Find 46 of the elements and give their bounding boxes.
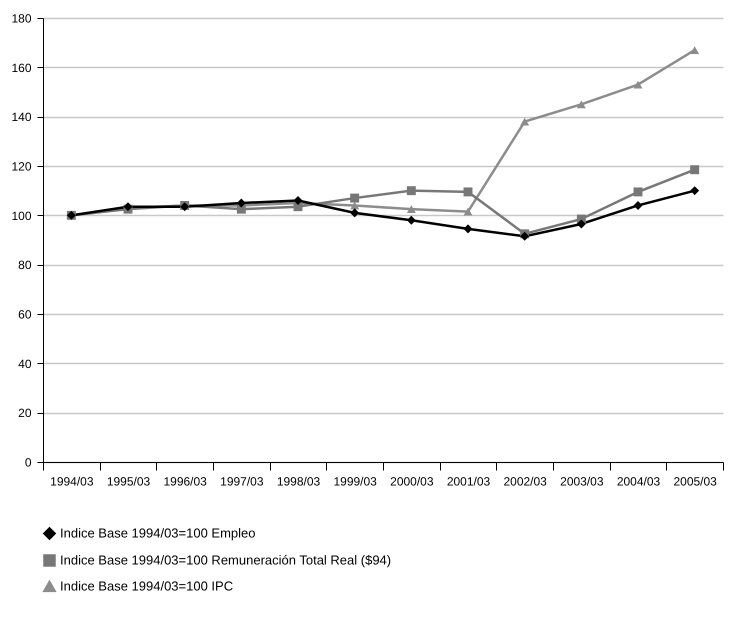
point [350, 194, 360, 203]
point [350, 202, 360, 210]
point [634, 200, 642, 210]
point [634, 80, 642, 88]
point [690, 46, 700, 54]
point [294, 196, 302, 206]
x-tick-label: 1996/03 [163, 474, 208, 488]
point [690, 186, 700, 196]
x-tick-label: 1995/03 [106, 474, 151, 488]
x-tick-label: 2004/03 [616, 474, 661, 488]
legend-label: Indice Base 1994/03=100 Remuneración Total Real ($94) [60, 552, 392, 568]
point [576, 219, 586, 228]
x-tick-label: 2001/03 [446, 474, 491, 488]
y-tick-label: 40 [18, 356, 32, 371]
point [576, 100, 586, 108]
point [520, 118, 530, 126]
x-tick-label: 2000/03 [390, 474, 434, 488]
y-tick-label: 20 [18, 406, 32, 420]
x-tick-label: 1994/03 [50, 474, 94, 488]
point [406, 186, 416, 196]
legend-label: Indice Base 1994/03=100 Empleo [60, 526, 256, 540]
x-tick-label: 2005/03 [673, 474, 718, 488]
y-tick-label: 140 [11, 110, 32, 124]
y-tick-label: 160 [11, 60, 32, 75]
x-tick-label: 2003/03 [560, 474, 604, 488]
y-tick-label: 120 [11, 160, 32, 174]
point [690, 165, 700, 174]
x-tick-label: 2002/03 [503, 474, 548, 488]
point [406, 205, 416, 214]
x-tick-label: 1997/03 [220, 474, 264, 488]
point [236, 198, 246, 208]
point [464, 187, 472, 196]
point [520, 232, 530, 241]
point [634, 187, 642, 196]
y-tick-label: 100 [11, 208, 32, 223]
point [350, 208, 360, 218]
y-tick-label: 80 [18, 258, 32, 272]
x-tick-label: 1998/03 [276, 474, 321, 488]
point [464, 224, 472, 234]
y-tick-label: 180 [11, 12, 32, 26]
y-tick-label: 0 [24, 456, 32, 470]
x-tick-label: 1999/03 [333, 474, 378, 488]
point [464, 208, 472, 216]
point [406, 216, 416, 225]
y-tick-label: 60 [18, 308, 32, 322]
legend-label: Indice Base 1994/03=100 IPC [60, 578, 234, 594]
